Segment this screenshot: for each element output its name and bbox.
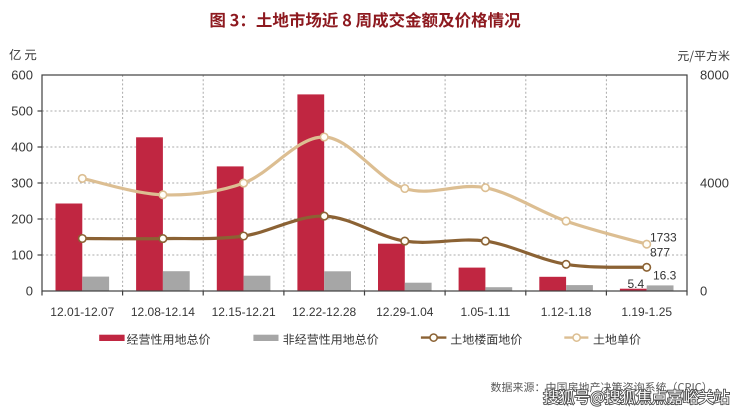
svg-text:300: 300 [11, 176, 33, 191]
svg-text:1.19-1.25: 1.19-1.25 [621, 305, 672, 319]
svg-text:400: 400 [11, 140, 33, 155]
svg-text:12.08-12.14: 12.08-12.14 [131, 305, 195, 319]
svg-text:100: 100 [11, 248, 33, 263]
svg-text:200: 200 [11, 212, 33, 227]
svg-text:1733: 1733 [650, 231, 677, 245]
svg-text:16.3: 16.3 [653, 269, 677, 283]
svg-text:12.22-12.28: 12.22-12.28 [292, 305, 356, 319]
svg-text:500: 500 [11, 104, 33, 119]
svg-text:1.05-1.11: 1.05-1.11 [460, 305, 510, 319]
svg-text:0: 0 [700, 284, 707, 299]
svg-text:12.01-12.07: 12.01-12.07 [50, 305, 114, 319]
svg-text:877: 877 [650, 246, 670, 260]
svg-text:1.12-1.18: 1.12-1.18 [541, 305, 592, 319]
svg-text:8000: 8000 [700, 68, 729, 83]
svg-text:4000: 4000 [700, 176, 729, 191]
svg-text:5.4: 5.4 [628, 277, 645, 291]
svg-text:12.29-1.04: 12.29-1.04 [376, 305, 434, 319]
svg-text:600: 600 [11, 68, 33, 83]
svg-text:0: 0 [26, 284, 33, 299]
svg-text:12.15-12.21: 12.15-12.21 [212, 305, 276, 319]
